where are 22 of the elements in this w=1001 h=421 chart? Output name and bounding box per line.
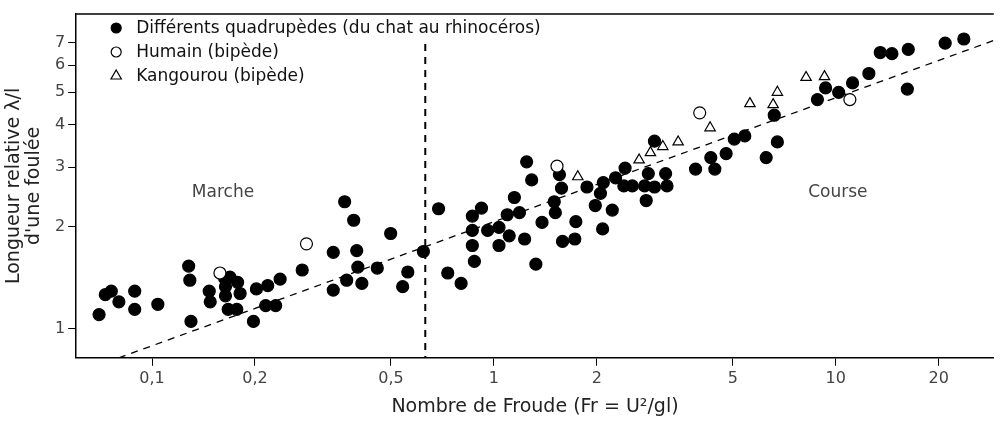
x-tick-label: 0,2 <box>242 367 268 387</box>
y-axis-title: Longueur relative λ/l d'une foulée <box>0 87 43 285</box>
y-tick-label: 2 <box>54 215 66 235</box>
x-tick-label: 2 <box>591 367 602 387</box>
y-tick-label: 6 <box>54 54 66 74</box>
y-tick-label: 5 <box>54 81 66 101</box>
annotation: Course <box>808 181 868 202</box>
y-tick-label: 1 <box>54 317 66 337</box>
legend-label: Kangourou (bipède) <box>136 65 305 86</box>
y-tick-label: 3 <box>54 156 66 176</box>
annotation: Marche <box>191 181 255 202</box>
x-tick-label: 0,5 <box>378 367 404 387</box>
x-tick-label: 10 <box>825 367 846 387</box>
x-tick-label: 20 <box>928 367 949 387</box>
legend-label: Différents quadrupèdes (du chat au rhinocéros) <box>136 17 541 38</box>
y-tick-label: 7 <box>54 31 66 51</box>
x-tick-label: 5 <box>727 367 738 387</box>
x-tick-label: 0,1 <box>139 367 165 387</box>
x-axis-title: Nombre de Froude (Fr = U²/gl) <box>391 393 679 416</box>
x-tick-label: 1 <box>488 367 499 387</box>
legend-label: Humain (bipède) <box>136 41 279 62</box>
y-tick-label: 4 <box>54 113 66 133</box>
